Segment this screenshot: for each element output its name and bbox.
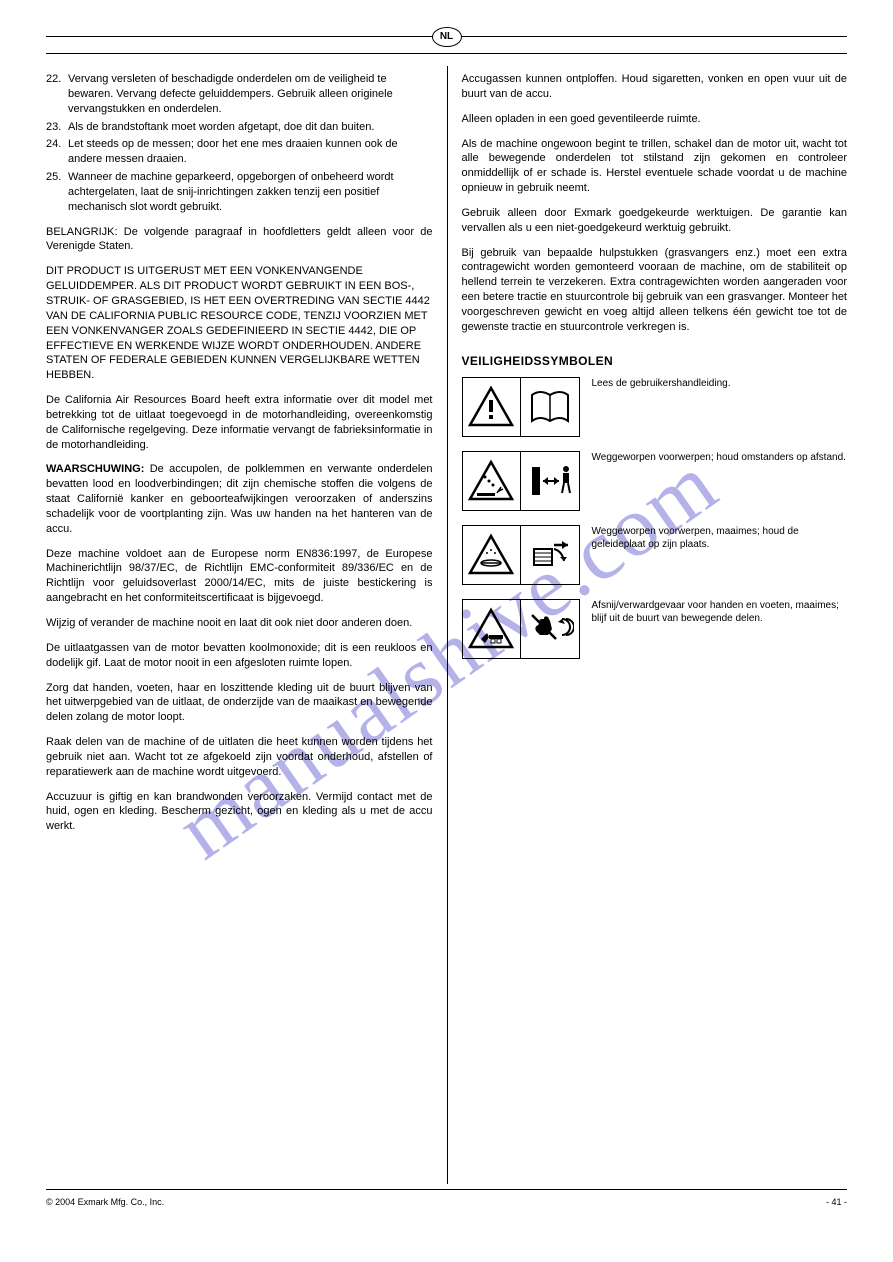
symbol-text: Lees de gebruikershandleiding. xyxy=(592,377,848,390)
symbol-row: Afsnij/verwardgevaar voor handen en voet… xyxy=(462,599,848,659)
paragraph: Gebruik alleen door Exmark goedgekeurde … xyxy=(462,206,848,236)
left-column: 22. Vervang versleten of beschadigde ond… xyxy=(46,66,447,1184)
item-text: Als de brandstoftank moet worden afgetap… xyxy=(68,120,433,135)
paragraph: Bij gebruik van bepaalde hulpstukken (gr… xyxy=(462,246,848,335)
list-item: 24. Let steeds op de messen; door het en… xyxy=(46,137,433,167)
symbol-pair xyxy=(462,525,580,585)
paragraph: Accugassen kunnen ontploffen. Houd sigar… xyxy=(462,72,848,102)
blade-thrown-icon xyxy=(463,526,521,584)
symbol-row: Weggeworpen voorwerpen; houd omstanders … xyxy=(462,451,848,511)
section-heading: VEILIGHEIDSSYMBOLEN xyxy=(462,353,848,369)
item-text: Let steeds op de messen; door het ene me… xyxy=(68,137,433,167)
bystander-distance-icon xyxy=(521,452,579,510)
symbol-pair xyxy=(462,377,580,437)
page-container: NL 22. Vervang versleten of beschadigde … xyxy=(46,36,847,1212)
columns: 22. Vervang versleten of beschadigde ond… xyxy=(46,66,847,1184)
language-badge: NL xyxy=(432,27,462,47)
paragraph-caps: DIT PRODUCT IS UITGERUST MET EEN VONKENV… xyxy=(46,264,433,383)
deflector-icon xyxy=(521,526,579,584)
paragraph: BELANGRIJK: De volgende paragraaf in hoo… xyxy=(46,225,433,255)
item-number: 23. xyxy=(46,120,68,135)
paragraph: Zorg dat handen, voeten, haar en loszitt… xyxy=(46,681,433,726)
list-item: 23. Als de brandstoftank moet worden afg… xyxy=(46,120,433,135)
paragraph: Alleen opladen in een goed geventileerde… xyxy=(462,112,848,127)
no-hands-moving-parts-icon xyxy=(521,600,579,658)
footer-copyright: © 2004 Exmark Mfg. Co., Inc. xyxy=(46,1196,164,1208)
item-text: Vervang versleten of beschadigde onderde… xyxy=(68,72,433,117)
cutting-hazard-icon xyxy=(463,600,521,658)
warning-block: WAARSCHUWING: De accupolen, de polklemme… xyxy=(46,462,433,536)
numbered-list: 22. Vervang versleten of beschadigde ond… xyxy=(46,72,433,215)
paragraph: Wijzig of verander de machine nooit en l… xyxy=(46,616,433,631)
paragraph: De uitlaatgassen van de motor bevatten k… xyxy=(46,641,433,671)
right-column: Accugassen kunnen ontploffen. Houd sigar… xyxy=(447,66,848,1184)
item-number: 22. xyxy=(46,72,68,117)
symbol-row: Weggeworpen voorwerpen, maaimes; houd de… xyxy=(462,525,848,585)
symbol-pair xyxy=(462,451,580,511)
paragraph: Deze machine voldoet aan de Europese nor… xyxy=(46,547,433,606)
warning-triangle-icon xyxy=(463,378,521,436)
paragraph: Raak delen van de machine of de uitlaten… xyxy=(46,735,433,780)
thrown-object-icon xyxy=(463,452,521,510)
paragraph: Als de machine ongewoon begint te trille… xyxy=(462,137,848,196)
item-text: Wanneer de machine geparkeerd, opgeborge… xyxy=(68,170,433,215)
header: NL xyxy=(46,36,847,66)
symbol-row: Lees de gebruikershandleiding. xyxy=(462,377,848,437)
symbol-text: Weggeworpen voorwerpen; houd omstanders … xyxy=(592,451,848,464)
symbol-text: Weggeworpen voorwerpen, maaimes; houd de… xyxy=(592,525,848,551)
warning-label: WAARSCHUWING: xyxy=(46,463,144,475)
header-rule-bottom xyxy=(46,53,847,54)
list-item: 22. Vervang versleten of beschadigde ond… xyxy=(46,72,433,117)
paragraph: De California Air Resources Board heeft … xyxy=(46,393,433,452)
list-item: 25. Wanneer de machine geparkeerd, opgeb… xyxy=(46,170,433,215)
item-number: 24. xyxy=(46,137,68,167)
symbol-text: Afsnij/verwardgevaar voor handen en voet… xyxy=(592,599,848,625)
paragraph: Accuzuur is giftig en kan brandwonden ve… xyxy=(46,790,433,835)
footer-page-number: - 41 - xyxy=(826,1196,847,1208)
item-number: 25. xyxy=(46,170,68,215)
read-manual-icon xyxy=(521,378,579,436)
footer-rule xyxy=(46,1189,847,1190)
footer: © 2004 Exmark Mfg. Co., Inc. - 41 - xyxy=(46,1196,847,1208)
symbol-pair xyxy=(462,599,580,659)
